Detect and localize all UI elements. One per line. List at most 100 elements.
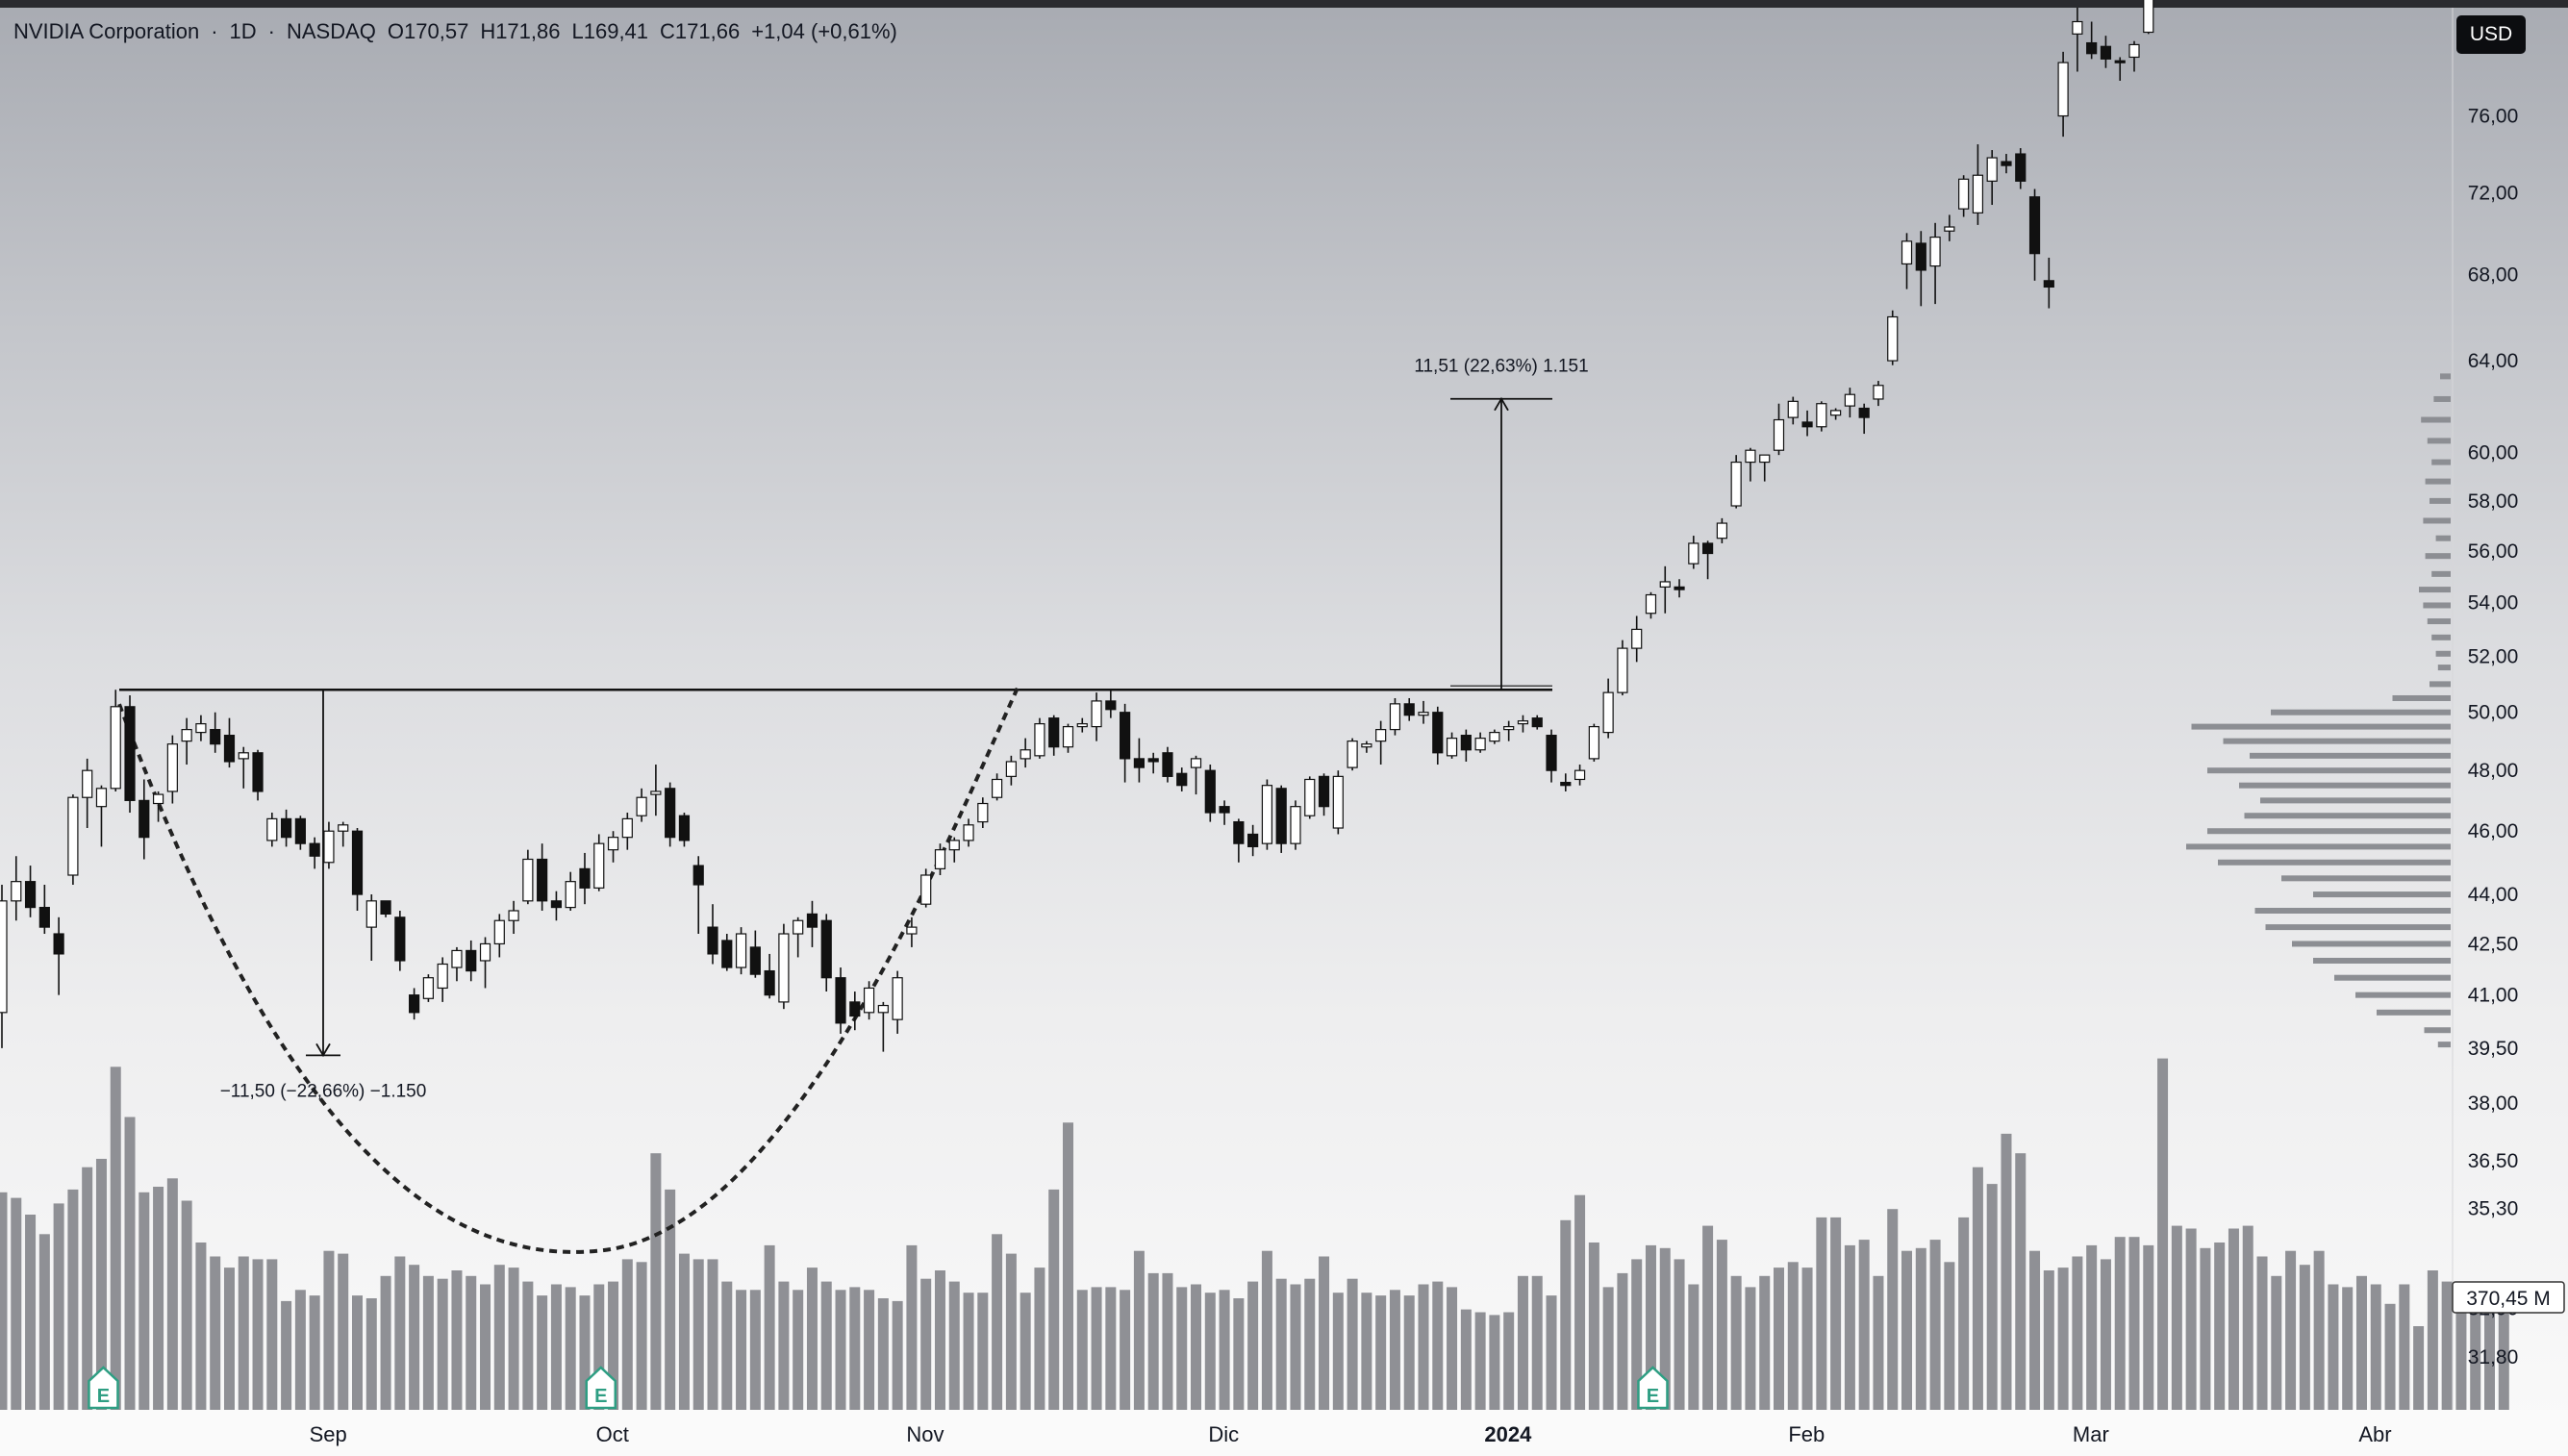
price-tick: 31,80: [2468, 1346, 2519, 1368]
candle: [68, 794, 78, 885]
candle-body-up: [1092, 701, 1101, 727]
candle: [2073, 8, 2082, 71]
candle: [339, 822, 348, 847]
candle-body-up: [111, 707, 120, 789]
drawings[interactable]: 11,51 (22,63%) 1.151 −11,50 (−22,66%) −1…: [119, 357, 1589, 1252]
volume-bar: [650, 1153, 661, 1410]
interval[interactable]: 1D: [230, 19, 257, 43]
candle-body-up: [1888, 317, 1898, 362]
candle: [1376, 721, 1386, 765]
profile-bar: [2218, 860, 2451, 866]
candle: [1973, 144, 1982, 225]
volume-bar: [239, 1257, 249, 1411]
candle: [1305, 776, 1315, 818]
measure-up-label: 11,51 (22,63%) 1.151: [1414, 357, 1588, 377]
candle: [1518, 715, 1527, 733]
profile-bar: [2431, 635, 2451, 640]
candle-body-down: [1859, 408, 1869, 417]
volume-bar: [153, 1187, 164, 1410]
time-axis[interactable]: Sep Oct Nov Dic 2024 Feb Mar Abr: [0, 1410, 2568, 1456]
profile-bar: [2421, 417, 2451, 423]
price-axis[interactable]: 76,00 72,00 68,00 64,00 60,00 58,00 56,00 54,00…: [2453, 8, 2518, 1412]
price-tick: 42,50: [2468, 933, 2519, 955]
candle-body-up: [1305, 779, 1315, 816]
volume-bar: [1731, 1276, 1742, 1410]
candle-body-down: [395, 917, 405, 961]
candle-body-up: [1731, 463, 1741, 506]
candle-body-down: [353, 831, 363, 894]
candle-body-up: [1504, 727, 1514, 730]
measure-down[interactable]: −11,50 (−22,66%) −1.150: [220, 690, 427, 1101]
volume-bar: [1375, 1295, 1386, 1410]
volume-bar: [1333, 1293, 1344, 1410]
candle: [253, 750, 263, 801]
candle: [779, 924, 789, 1010]
volume-bar: [992, 1234, 1002, 1410]
time-tick: Dic: [1208, 1422, 1239, 1446]
candle: [1475, 733, 1485, 753]
volume-bar: [1461, 1310, 1472, 1410]
candle: [1987, 150, 1997, 205]
time-tick: Sep: [310, 1422, 347, 1446]
candle-body-down: [381, 901, 390, 915]
volume-bar: [920, 1279, 931, 1410]
volume-last-label: 370,45 M: [2453, 1282, 2564, 1313]
candle-body-down: [1703, 543, 1713, 554]
candle: [878, 1002, 888, 1052]
candle: [2101, 36, 2110, 68]
candle: [893, 971, 902, 1034]
volume-bar: [1105, 1287, 1116, 1410]
earnings-label: E: [594, 1386, 607, 1407]
candle: [821, 914, 831, 992]
profile-bar: [2260, 797, 2451, 803]
currency-button[interactable]: USD: [2456, 15, 2526, 54]
candle-body-up: [339, 825, 348, 831]
profile-bar: [2281, 875, 2451, 881]
candle: [1120, 704, 1130, 783]
candle-body-down: [2115, 61, 2125, 63]
candle-body-up: [182, 730, 191, 741]
volume-bar: [381, 1276, 391, 1410]
candle-body-up: [737, 934, 746, 967]
price-tick: 48,00: [2468, 760, 2519, 782]
candle: [0, 885, 7, 1048]
candle: [1177, 767, 1187, 791]
candle: [609, 831, 618, 863]
candle: [538, 843, 547, 911]
candle-body-up: [993, 779, 1002, 797]
candle-body-up: [509, 911, 518, 920]
price-tick: 35,30: [2468, 1197, 2519, 1219]
candle: [679, 813, 689, 846]
candle: [494, 914, 504, 957]
candle: [750, 931, 760, 978]
volume-bar: [25, 1215, 36, 1410]
candle: [566, 872, 575, 911]
candle-body-up: [366, 901, 376, 927]
volume-bar: [765, 1245, 775, 1410]
volume-bar: [2129, 1237, 2140, 1410]
candle: [423, 974, 433, 1002]
candle-body-down: [1148, 759, 1158, 762]
candle: [1632, 616, 1642, 663]
candle: [1419, 701, 1428, 724]
volume-bar: [2157, 1059, 2168, 1410]
candle-body-up: [1589, 727, 1599, 759]
volume-bar: [195, 1243, 206, 1410]
symbol-header[interactable]: NVIDIA Corporation · 1D · NASDAQ O170,57 H171,…: [13, 19, 909, 44]
candle: [1930, 223, 1940, 304]
candle-body-up: [1192, 759, 1201, 767]
volume-bar: [1063, 1122, 1073, 1410]
candle: [1731, 455, 1741, 508]
measure-up[interactable]: 11,51 (22,63%) 1.151: [1414, 357, 1588, 690]
candle: [1148, 753, 1158, 773]
candle-body-down: [2101, 46, 2110, 59]
symbol-name[interactable]: NVIDIA Corporation: [13, 19, 199, 43]
candle-body-up: [1262, 786, 1271, 843]
volume-bar: [1020, 1293, 1031, 1410]
candle: [1547, 730, 1556, 783]
volume-bar: [394, 1257, 405, 1411]
candle: [1490, 730, 1499, 744]
volume-bar: [1845, 1245, 1855, 1410]
